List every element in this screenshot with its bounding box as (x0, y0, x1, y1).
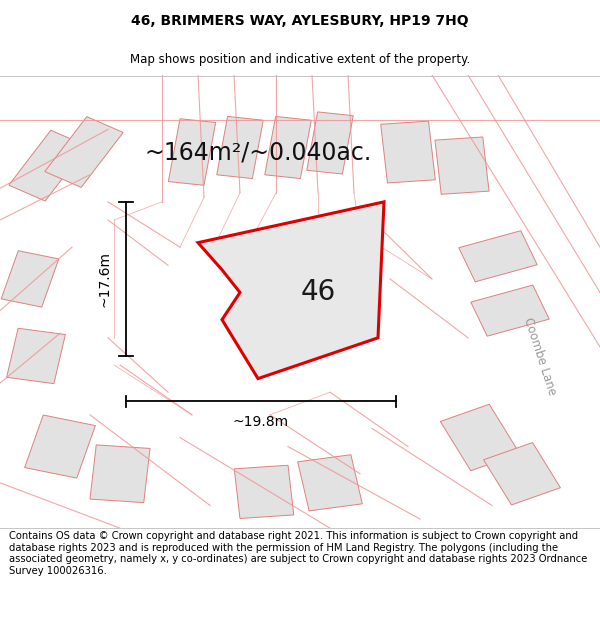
Bar (459, 231, 537, 282)
Text: Map shows position and indicative extent of the property.: Map shows position and indicative extent… (130, 53, 470, 66)
Text: ~19.8m: ~19.8m (233, 415, 289, 429)
Bar (298, 455, 362, 511)
Text: ~164m²/~0.040ac.: ~164m²/~0.040ac. (145, 140, 371, 164)
Text: Contains OS data © Crown copyright and database right 2021. This information is : Contains OS data © Crown copyright and d… (9, 531, 587, 576)
Text: 46, BRIMMERS WAY, AYLESBURY, HP19 7HQ: 46, BRIMMERS WAY, AYLESBURY, HP19 7HQ (131, 14, 469, 28)
Bar (1, 251, 59, 307)
Bar (7, 328, 65, 384)
Text: Coombe Lane: Coombe Lane (521, 316, 559, 396)
Bar (234, 465, 294, 519)
Bar (90, 445, 150, 503)
Polygon shape (198, 202, 384, 379)
Bar (435, 137, 489, 194)
Bar (484, 442, 560, 505)
Text: 46: 46 (301, 279, 335, 306)
Bar (265, 116, 311, 179)
Bar (9, 130, 87, 201)
Bar (169, 119, 215, 186)
Bar (471, 285, 549, 336)
Bar (25, 415, 95, 478)
Bar (217, 116, 263, 179)
Text: ~17.6m: ~17.6m (97, 251, 111, 307)
Bar (440, 404, 520, 471)
Bar (307, 112, 353, 174)
Bar (45, 117, 123, 188)
Bar (380, 121, 436, 183)
